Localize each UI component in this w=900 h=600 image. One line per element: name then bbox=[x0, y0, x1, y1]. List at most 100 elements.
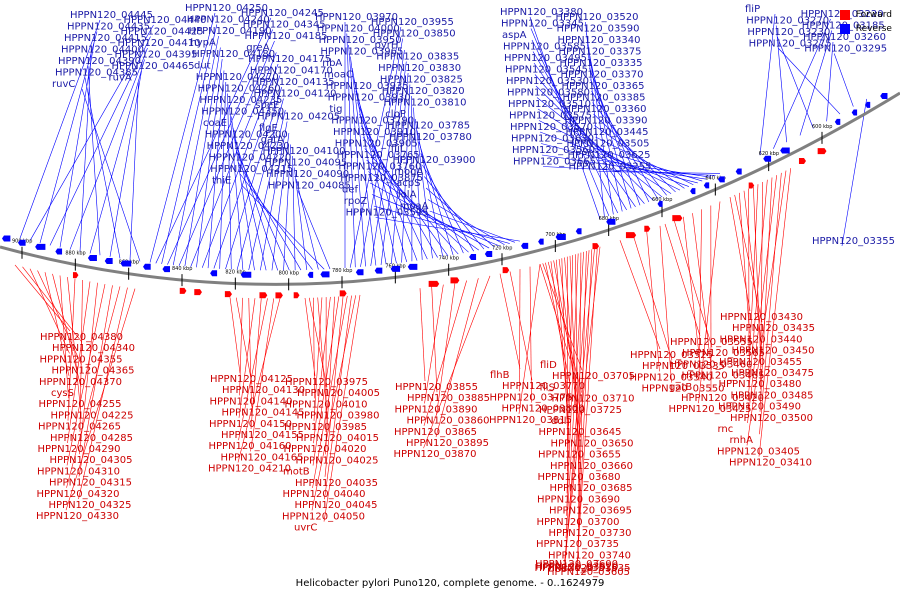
forward-gene-label: HPPN120_03710 bbox=[552, 394, 635, 405]
reverse-gene-label: lolA bbox=[398, 190, 417, 201]
forward-gene-label: cysS bbox=[51, 388, 74, 399]
reverse-leader bbox=[532, 51, 627, 211]
reverse-gene-label: HPPN120_04250 bbox=[185, 3, 268, 14]
reverse-leader bbox=[248, 109, 286, 271]
reverse-gene-arrow bbox=[320, 271, 330, 278]
reverse-gene-label: dut bbox=[194, 61, 211, 72]
forward-gene-label: HPPN120_03535 bbox=[642, 361, 725, 372]
forward-leader bbox=[564, 246, 601, 563]
reverse-leader bbox=[391, 72, 409, 264]
forward-gene-label: HPPN120_04325 bbox=[49, 500, 132, 511]
forward-gene-label: HPPN120_04340 bbox=[52, 343, 135, 354]
forward-gene-label: HPPN120_03605 bbox=[547, 567, 630, 578]
reverse-leader bbox=[219, 81, 227, 269]
forward-gene-label: HPPN120_03890 bbox=[395, 404, 478, 415]
reverse-leader bbox=[129, 82, 139, 260]
reverse-gene-label: HPPN120_03360 bbox=[564, 104, 647, 115]
forward-leader bbox=[760, 181, 763, 390]
forward-leader bbox=[566, 255, 574, 494]
forward-leader bbox=[324, 296, 344, 477]
reverse-leader bbox=[350, 56, 377, 266]
forward-leader bbox=[419, 288, 426, 382]
reverse-gene-label: HPPN120_04415 bbox=[64, 33, 147, 44]
reverse-leader bbox=[585, 21, 605, 218]
reverse-leader bbox=[172, 35, 219, 266]
forward-leader bbox=[79, 280, 83, 432]
reverse-leader bbox=[594, 125, 685, 189]
forward-gene-label: HPPN120_03705 bbox=[552, 371, 635, 382]
scale-tick-label: 820 kbp bbox=[225, 270, 245, 276]
reverse-leader bbox=[227, 93, 232, 270]
reverse-leader bbox=[207, 70, 225, 269]
forward-leader bbox=[499, 273, 521, 370]
reverse-gene-label: acpS bbox=[396, 178, 420, 189]
reverse-gene-label: def bbox=[342, 185, 359, 196]
label-leaders bbox=[14, 12, 867, 567]
reverse-gene-arrow bbox=[717, 176, 725, 183]
reverse-gene-label: HPPN120_04100 bbox=[263, 146, 346, 157]
reverse-gene-arrow bbox=[865, 101, 871, 108]
reverse-gene-arrow bbox=[162, 266, 170, 273]
reverse-gene-label: HPPN120_04425 bbox=[121, 27, 204, 38]
forward-gene-label: fliS bbox=[540, 382, 555, 393]
forward-gene-label: HPPN120_03655 bbox=[538, 450, 621, 461]
forward-gene-label: HPPN120_04285 bbox=[50, 433, 133, 444]
forward-gene-label: flhB bbox=[490, 370, 510, 381]
forward-gene-label: HPPN120_04355 bbox=[40, 354, 123, 365]
forward-gene-arrow bbox=[293, 292, 300, 299]
forward-gene-label: rnhA bbox=[730, 435, 754, 446]
forward-gene-label: HPPN120_03680 bbox=[538, 472, 621, 483]
reverse-leader bbox=[541, 154, 707, 180]
reverse-gene-label: HPPN120_03370 bbox=[561, 70, 644, 81]
reverse-leader bbox=[586, 33, 614, 215]
reverse-gene-label: HPPN120_04135 bbox=[252, 77, 335, 88]
reverse-gene-label: HPPN120_03760 bbox=[338, 162, 421, 173]
forward-gene-label: HPPN120_03980 bbox=[297, 411, 380, 422]
reverse-gene-label: HPPN120_04220 bbox=[208, 153, 291, 164]
forward-leader bbox=[739, 192, 750, 334]
reverse-leader bbox=[588, 56, 632, 209]
scale-tick-label: 740 kbp bbox=[439, 256, 459, 262]
forward-leader bbox=[747, 179, 768, 401]
reverse-gene-arrow bbox=[880, 92, 888, 99]
reverse-gene-arrow bbox=[780, 147, 790, 154]
reverse-gene-label: HPPN120_04185 bbox=[245, 31, 328, 42]
forward-gene-label: HPPN120_04140 bbox=[210, 396, 293, 407]
forward-leader bbox=[304, 297, 316, 377]
reverse-gene-arrow bbox=[407, 263, 418, 270]
forward-leader bbox=[235, 297, 253, 385]
reverse-gene-label: HPPN120_03580 bbox=[507, 88, 590, 99]
forward-leader bbox=[529, 266, 532, 403]
reverse-leader bbox=[371, 194, 500, 247]
forward-gene-label: HPPN120_04265 bbox=[38, 422, 121, 433]
reverse-leader bbox=[295, 178, 319, 270]
reverse-gene-label: fliP bbox=[745, 4, 760, 15]
forward-gene-label: HPPN120_04315 bbox=[49, 478, 132, 489]
forward-leader bbox=[539, 264, 571, 360]
reverse-leader bbox=[230, 116, 255, 271]
reverse-leader bbox=[348, 44, 366, 267]
forward-gene-label: HPPN120_03740 bbox=[548, 550, 631, 561]
reverse-leader bbox=[346, 33, 356, 268]
forward-gene-label: HPPN120_04165 bbox=[221, 452, 304, 463]
reverse-leader bbox=[375, 217, 521, 242]
forward-leader bbox=[519, 269, 521, 392]
reverse-leader bbox=[155, 17, 272, 264]
reverse-leader bbox=[362, 136, 449, 257]
reverse-leader bbox=[184, 47, 221, 267]
reverse-gene-label: HPPN120_03445 bbox=[566, 127, 649, 138]
forward-gene-label: HPPN120_03895 bbox=[406, 438, 489, 449]
reverse-leader bbox=[84, 77, 121, 259]
reverse-leader bbox=[283, 144, 291, 271]
reverse-leader bbox=[538, 120, 681, 191]
forward-gene-label: HPPN120_04380 bbox=[40, 332, 123, 343]
forward-gene-label: HPPN120_03460 bbox=[670, 359, 753, 370]
reverse-leader bbox=[401, 84, 411, 263]
forward-gene-label: HPPN120_03525 bbox=[630, 350, 713, 361]
reverse-gene-arrow bbox=[55, 248, 63, 255]
reverse-gene-label: HPPN120_03570 bbox=[510, 122, 593, 133]
forward-leader bbox=[753, 186, 762, 368]
forward-leader bbox=[509, 271, 533, 381]
reverse-gene-label: HPPN120_04090 bbox=[266, 169, 349, 180]
reverse-gene-label: speE bbox=[255, 100, 279, 111]
